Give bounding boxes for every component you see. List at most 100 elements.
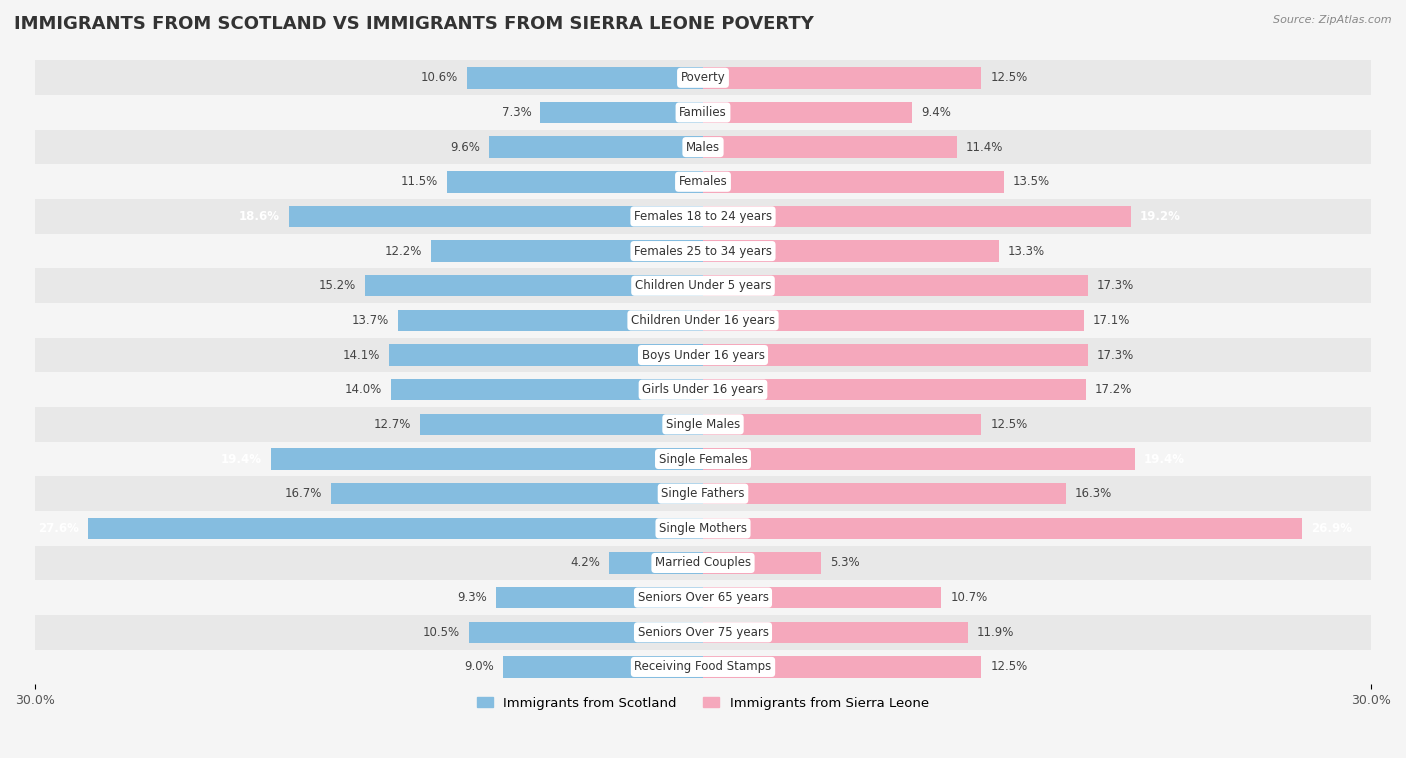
Text: 19.4%: 19.4%: [221, 453, 262, 465]
Text: 16.3%: 16.3%: [1076, 487, 1112, 500]
Text: 17.3%: 17.3%: [1097, 279, 1135, 293]
Text: 11.4%: 11.4%: [966, 141, 1002, 154]
Text: Source: ZipAtlas.com: Source: ZipAtlas.com: [1274, 15, 1392, 25]
Legend: Immigrants from Scotland, Immigrants from Sierra Leone: Immigrants from Scotland, Immigrants fro…: [472, 691, 934, 715]
Bar: [35, 164, 1371, 199]
Bar: [35, 233, 1371, 268]
Text: 11.5%: 11.5%: [401, 175, 439, 188]
Text: 19.4%: 19.4%: [1144, 453, 1185, 465]
Text: Females: Females: [679, 175, 727, 188]
Text: 9.6%: 9.6%: [450, 141, 481, 154]
Text: 13.7%: 13.7%: [352, 314, 389, 327]
Bar: [703, 310, 1084, 331]
Bar: [35, 650, 1371, 684]
Text: Girls Under 16 years: Girls Under 16 years: [643, 384, 763, 396]
Text: 10.7%: 10.7%: [950, 591, 987, 604]
Bar: [35, 476, 1371, 511]
Bar: [35, 442, 1371, 476]
Text: Single Males: Single Males: [666, 418, 740, 431]
Bar: [35, 199, 1371, 233]
Bar: [703, 414, 981, 435]
Text: 18.6%: 18.6%: [239, 210, 280, 223]
Text: 12.5%: 12.5%: [990, 418, 1028, 431]
Bar: [271, 448, 703, 470]
Bar: [35, 615, 1371, 650]
Bar: [398, 310, 703, 331]
Bar: [364, 275, 703, 296]
Text: Families: Families: [679, 106, 727, 119]
Text: Single Females: Single Females: [658, 453, 748, 465]
Text: 19.2%: 19.2%: [1139, 210, 1181, 223]
Text: 13.5%: 13.5%: [1012, 175, 1050, 188]
Bar: [489, 136, 703, 158]
Text: 9.3%: 9.3%: [457, 591, 486, 604]
Bar: [35, 546, 1371, 581]
Text: 13.3%: 13.3%: [1008, 245, 1045, 258]
Bar: [703, 518, 1302, 539]
Bar: [391, 379, 703, 400]
Bar: [609, 553, 703, 574]
Bar: [389, 344, 703, 366]
Bar: [703, 102, 912, 124]
Bar: [89, 518, 703, 539]
Bar: [35, 338, 1371, 372]
Bar: [502, 656, 703, 678]
Bar: [330, 483, 703, 504]
Bar: [703, 622, 967, 643]
Text: Seniors Over 65 years: Seniors Over 65 years: [637, 591, 769, 604]
Bar: [703, 67, 981, 89]
Text: IMMIGRANTS FROM SCOTLAND VS IMMIGRANTS FROM SIERRA LEONE POVERTY: IMMIGRANTS FROM SCOTLAND VS IMMIGRANTS F…: [14, 15, 814, 33]
Bar: [35, 61, 1371, 96]
Text: 17.2%: 17.2%: [1095, 384, 1132, 396]
Bar: [540, 102, 703, 124]
Text: 12.7%: 12.7%: [374, 418, 412, 431]
Text: Boys Under 16 years: Boys Under 16 years: [641, 349, 765, 362]
Bar: [703, 587, 941, 609]
Bar: [703, 483, 1066, 504]
Bar: [35, 511, 1371, 546]
Text: 14.1%: 14.1%: [343, 349, 380, 362]
Text: Children Under 5 years: Children Under 5 years: [634, 279, 772, 293]
Text: 12.5%: 12.5%: [990, 71, 1028, 84]
Text: 12.5%: 12.5%: [990, 660, 1028, 673]
Text: Receiving Food Stamps: Receiving Food Stamps: [634, 660, 772, 673]
Bar: [35, 407, 1371, 442]
Text: 26.9%: 26.9%: [1310, 522, 1353, 535]
Text: 10.6%: 10.6%: [420, 71, 458, 84]
Bar: [35, 581, 1371, 615]
Bar: [703, 344, 1088, 366]
Text: Single Mothers: Single Mothers: [659, 522, 747, 535]
Bar: [496, 587, 703, 609]
Bar: [447, 171, 703, 193]
Bar: [470, 622, 703, 643]
Text: 17.1%: 17.1%: [1092, 314, 1130, 327]
Bar: [703, 553, 821, 574]
Bar: [420, 414, 703, 435]
Text: 4.2%: 4.2%: [571, 556, 600, 569]
Text: Poverty: Poverty: [681, 71, 725, 84]
Text: 15.2%: 15.2%: [318, 279, 356, 293]
Text: 14.0%: 14.0%: [344, 384, 382, 396]
Bar: [432, 240, 703, 262]
Bar: [35, 130, 1371, 164]
Bar: [288, 205, 703, 227]
Bar: [35, 372, 1371, 407]
Text: 16.7%: 16.7%: [285, 487, 322, 500]
Bar: [703, 205, 1130, 227]
Text: Males: Males: [686, 141, 720, 154]
Bar: [703, 240, 1000, 262]
Text: 7.3%: 7.3%: [502, 106, 531, 119]
Text: 5.3%: 5.3%: [830, 556, 859, 569]
Bar: [703, 379, 1085, 400]
Bar: [703, 448, 1135, 470]
Text: 17.3%: 17.3%: [1097, 349, 1135, 362]
Text: 11.9%: 11.9%: [977, 626, 1014, 639]
Text: Females 25 to 34 years: Females 25 to 34 years: [634, 245, 772, 258]
Bar: [35, 268, 1371, 303]
Text: Married Couples: Married Couples: [655, 556, 751, 569]
Text: 27.6%: 27.6%: [38, 522, 80, 535]
Text: Seniors Over 75 years: Seniors Over 75 years: [637, 626, 769, 639]
Text: 9.0%: 9.0%: [464, 660, 494, 673]
Bar: [703, 171, 1004, 193]
Text: 12.2%: 12.2%: [385, 245, 422, 258]
